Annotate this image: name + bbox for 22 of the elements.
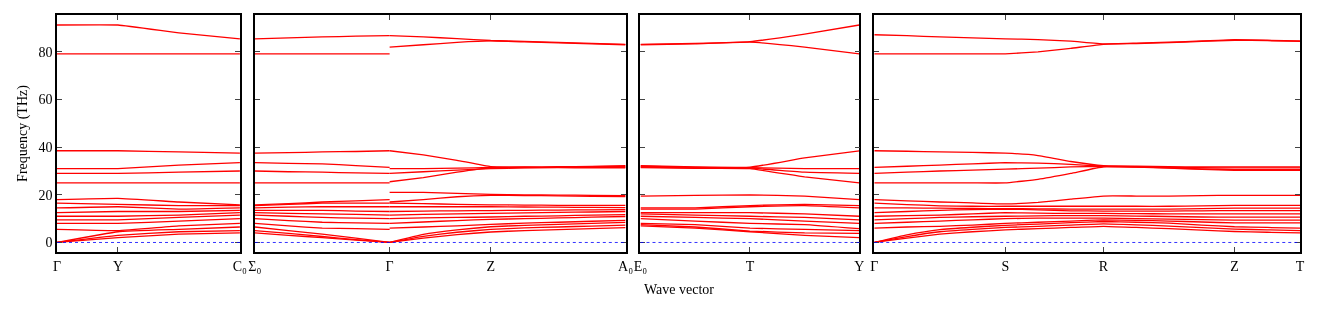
x-tick-label: E₀: [633, 258, 648, 274]
x-tick-label: Σ₀: [248, 258, 262, 274]
x-tick-label: T: [745, 258, 755, 274]
x-tick-label: Z: [1230, 258, 1239, 274]
x-tick-label: Y: [112, 258, 124, 274]
x-tick-label: Γ: [385, 258, 394, 274]
x-tick-label: Γ: [870, 258, 879, 274]
y-tick-label: 80: [38, 44, 53, 60]
x-tick-label: S: [1001, 258, 1010, 274]
y-tick-label: 0: [45, 235, 53, 251]
y-axis-title: Frequency (THz): [14, 84, 31, 182]
x-tick-label: A₀: [618, 258, 634, 274]
y-tick-label: 60: [38, 92, 53, 108]
x-tick-label: T: [1295, 258, 1305, 274]
x-axis-title: Wave vector: [644, 282, 715, 297]
x-tick-label: Y: [854, 258, 865, 274]
x-tick-label: R: [1098, 258, 1109, 274]
x-tick-label: Γ: [52, 258, 62, 274]
x-tick-label: C₀: [232, 258, 248, 274]
y-tick-label: 40: [38, 140, 53, 156]
x-tick-label: Z: [486, 258, 496, 274]
y-tick-label: 20: [38, 187, 53, 203]
